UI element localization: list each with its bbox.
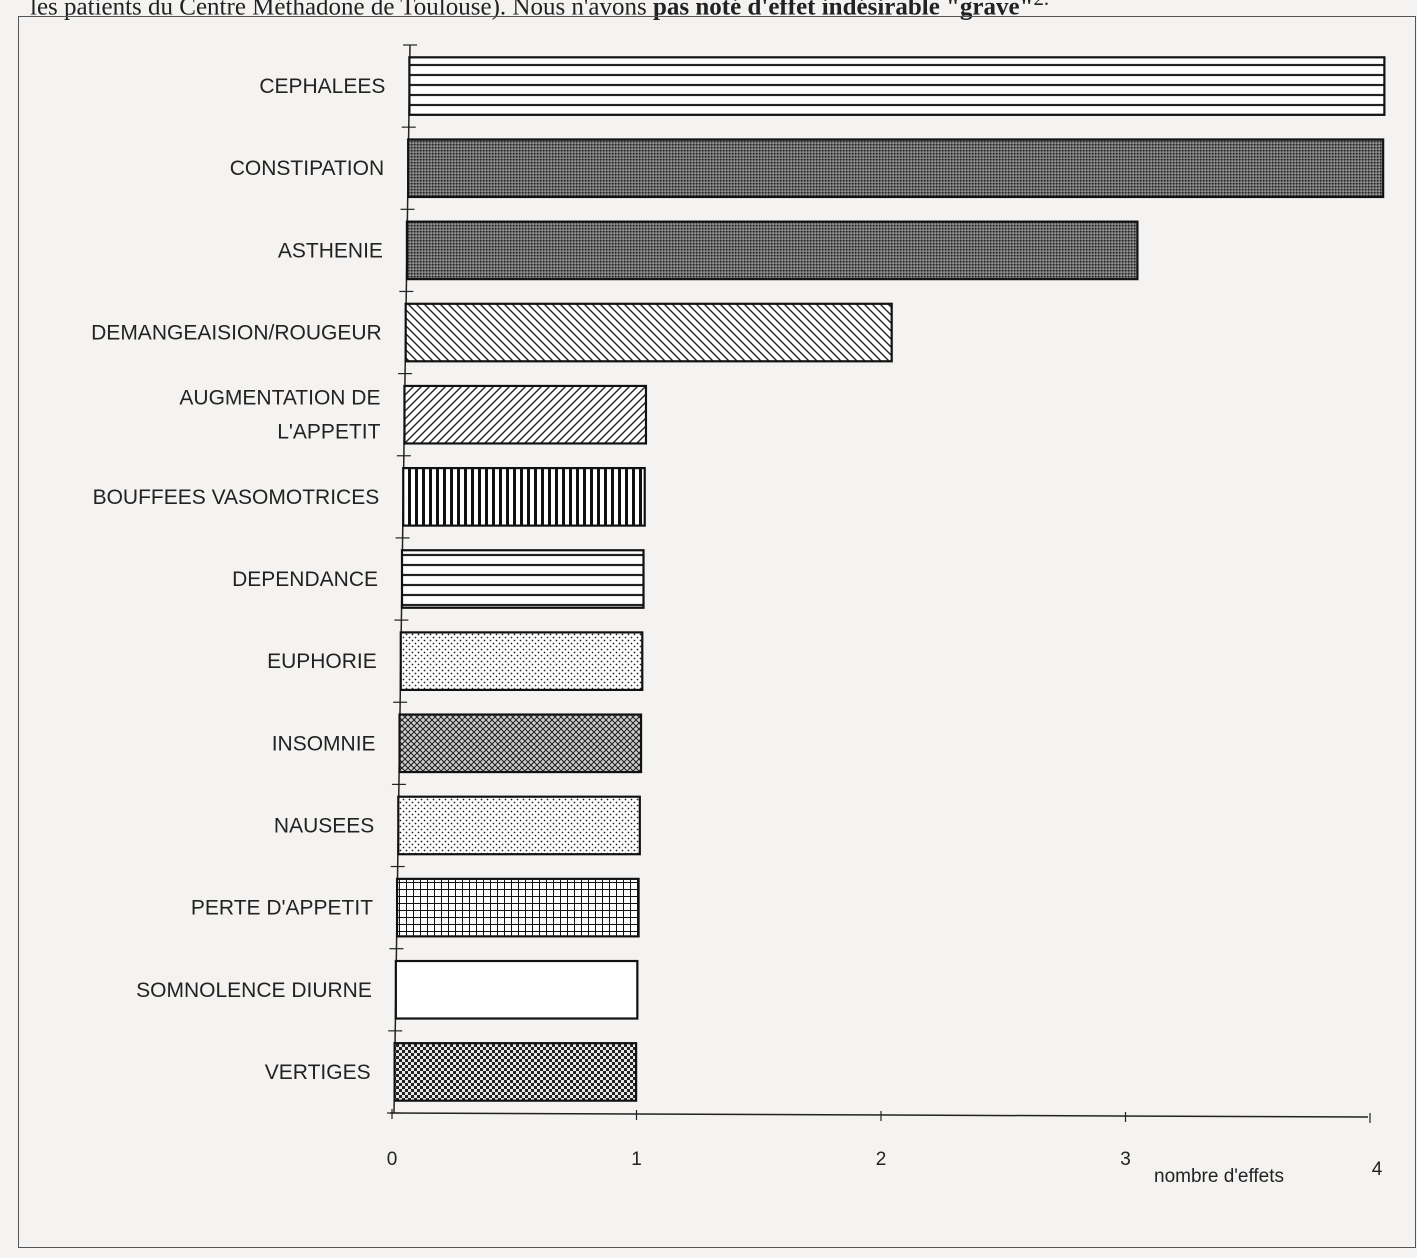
category-label: SOMNOLENCE DIURNE: [136, 979, 372, 1002]
bar: [407, 138, 1385, 199]
category-label: CONSTIPATION: [230, 157, 384, 180]
category-labels-group: CEPHALEES CONSTIPATION ASTHENIE DEMANGEAISI…: [91, 75, 385, 1084]
category-label: INSOMNIE: [272, 732, 376, 755]
bar: [393, 1042, 638, 1102]
bar: [404, 302, 893, 363]
category-label: VERTIGES: [265, 1061, 371, 1084]
header-bold: pas noté d'effet indésirable "grave": [653, 0, 1034, 21]
category-label: AUGMENTATION DE: [179, 387, 380, 410]
tick-labels-group: 0 1 2 3 4: [387, 1149, 1383, 1180]
x-tick-label: 0: [387, 1149, 398, 1170]
x-tick-label: 4: [1372, 1159, 1383, 1180]
bar: [399, 631, 644, 692]
category-label: CEPHALEES: [259, 75, 385, 98]
category-label: ASTHENIE: [278, 239, 383, 262]
bars-group: [393, 56, 1386, 1102]
bar: [405, 220, 1139, 281]
bar: [397, 795, 641, 856]
bar: [403, 384, 648, 445]
header-text: les patients du Centre Méthadone de Toul…: [30, 0, 1417, 21]
header-plain: les patients du Centre Méthadone de Toul…: [30, 0, 654, 21]
x-tick-label: 1: [631, 1149, 642, 1170]
category-label: BOUFFEES VASOMOTRICES: [93, 486, 380, 509]
category-label: NAUSEES: [274, 814, 374, 837]
category-label: DEPENDANCE: [232, 568, 378, 591]
bar: [400, 549, 645, 609]
x-axis-label: nombre d'effets: [1154, 1166, 1284, 1187]
bar: [408, 56, 1386, 116]
bar: [394, 959, 639, 1020]
category-label: L'APPETIT: [277, 421, 380, 444]
header-sup: 2.: [1034, 0, 1050, 10]
x-axis-line: [389, 1112, 1369, 1118]
x-tick-label: 3: [1120, 1149, 1131, 1170]
category-label: PERTE D'APPETIT: [191, 897, 373, 920]
bar: [402, 466, 646, 527]
bar: [398, 713, 643, 774]
x-tick-label: 2: [876, 1149, 887, 1170]
category-label: DEMANGEAISION/ROUGEUR: [91, 322, 382, 345]
chart-frame: [18, 16, 1416, 1248]
bar: [395, 877, 640, 938]
category-label: EUPHORIE: [267, 650, 377, 673]
